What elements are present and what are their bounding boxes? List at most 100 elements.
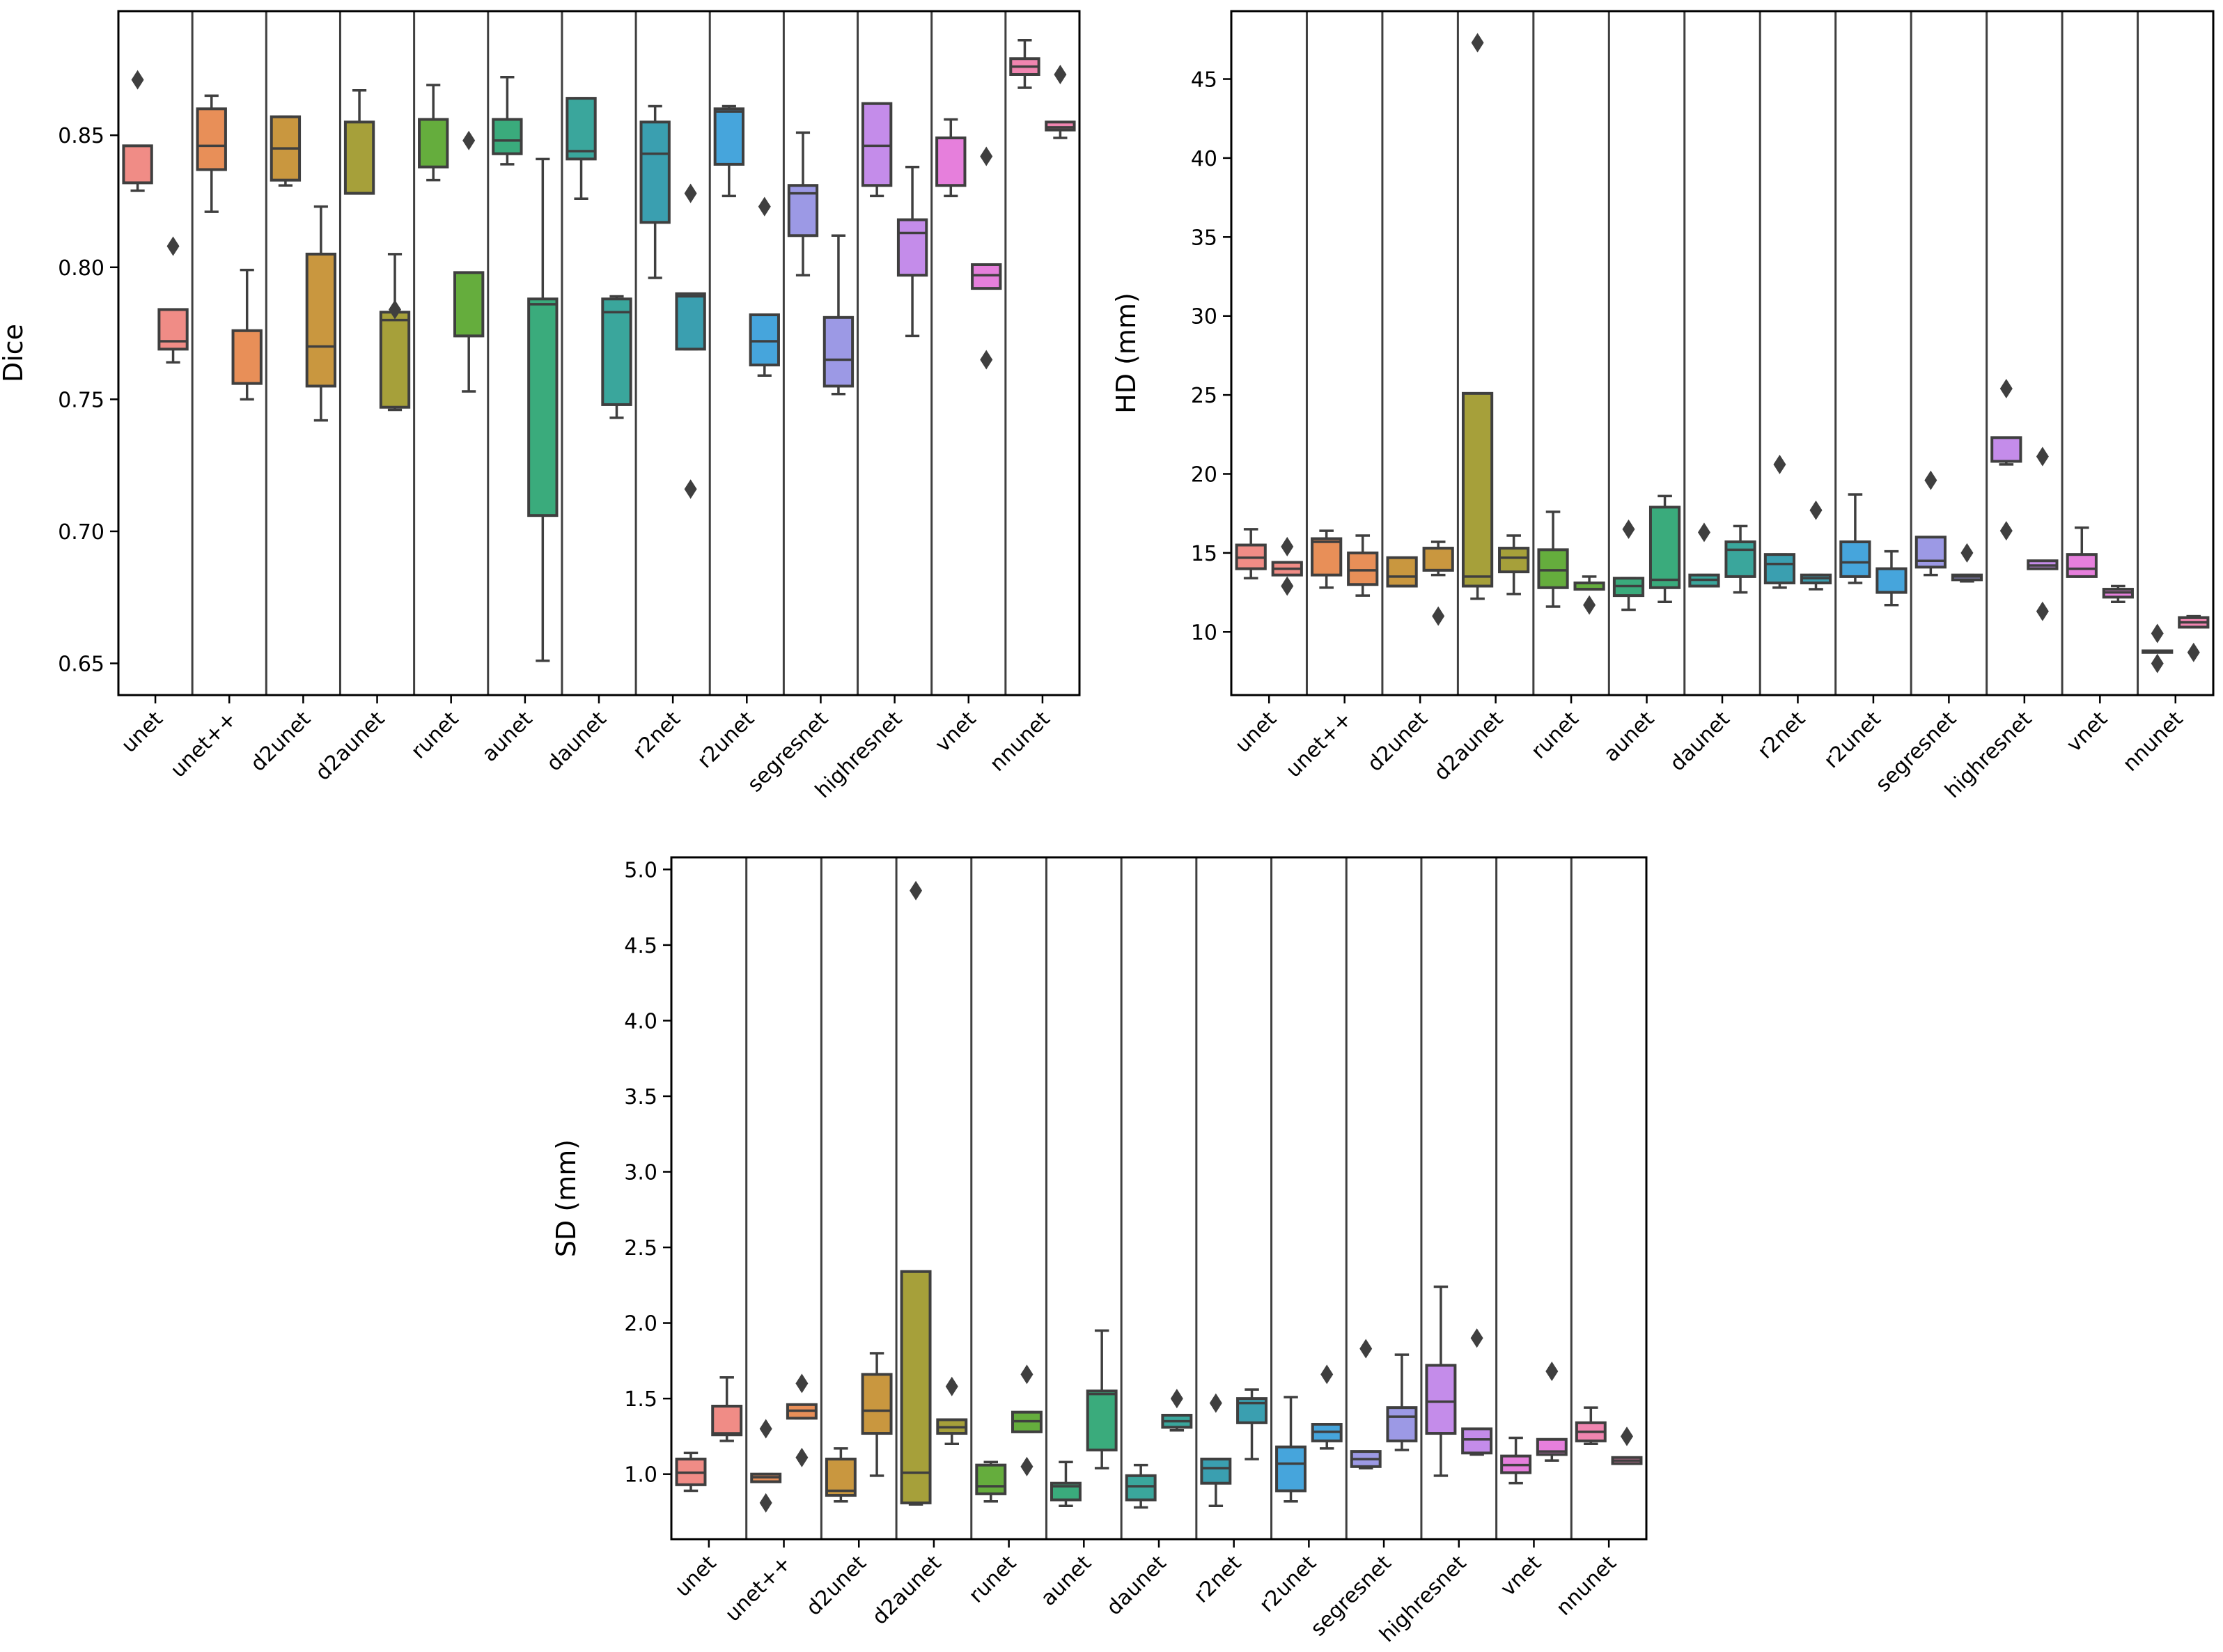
- box[interactable]: [713, 107, 744, 166]
- x-tick-label: d2unet: [246, 707, 315, 777]
- box[interactable]: [900, 1270, 932, 1504]
- x-tick-label: daunet: [1665, 707, 1735, 777]
- x-tick-label: runet: [1527, 707, 1584, 764]
- y-tick-label: 3.5: [624, 1085, 657, 1109]
- box[interactable]: [1461, 1427, 1493, 1455]
- outlier-marker: [980, 146, 993, 166]
- box[interactable]: [527, 297, 559, 517]
- box[interactable]: [1537, 548, 1569, 589]
- x-tick-label: unet++: [721, 1551, 797, 1627]
- box[interactable]: [861, 102, 893, 187]
- box[interactable]: [971, 263, 1002, 290]
- box[interactable]: [1990, 436, 2022, 463]
- x-tick-label: r2unet: [693, 707, 759, 773]
- box[interactable]: [896, 218, 928, 277]
- outlier-marker: [684, 183, 697, 203]
- box[interactable]: [822, 315, 855, 388]
- box[interactable]: [453, 271, 485, 338]
- box[interactable]: [639, 120, 671, 224]
- box[interactable]: [231, 329, 263, 385]
- box[interactable]: [1498, 547, 1530, 574]
- y-tick-label: 0.80: [58, 256, 104, 281]
- x-tick-label: nnunet: [1552, 1551, 1621, 1621]
- box[interactable]: [1875, 567, 1908, 594]
- box[interactable]: [196, 107, 227, 171]
- box[interactable]: [1425, 1364, 1457, 1435]
- outlier-marker: [910, 880, 923, 901]
- y-axis-title: HD (mm): [1111, 293, 1141, 414]
- box[interactable]: [1311, 537, 1343, 577]
- y-tick-label: 5.0: [624, 858, 657, 882]
- box[interactable]: [1763, 553, 1796, 584]
- outlier-marker: [1020, 1364, 1034, 1385]
- y-tick-label: 0.65: [58, 653, 104, 677]
- outlier-marker: [2151, 653, 2164, 673]
- y-tick-label: 40: [1191, 147, 1217, 171]
- y-tick-label: 2.0: [624, 1312, 657, 1337]
- box[interactable]: [1275, 1445, 1306, 1493]
- box[interactable]: [749, 313, 780, 367]
- outlier-marker: [795, 1447, 809, 1467]
- box[interactable]: [305, 252, 337, 388]
- outlier-marker: [945, 1376, 958, 1396]
- outlier-marker: [1281, 576, 1294, 596]
- box[interactable]: [675, 292, 706, 351]
- y-tick-label: 35: [1191, 226, 1217, 250]
- box[interactable]: [1839, 540, 1871, 578]
- box[interactable]: [343, 120, 375, 195]
- x-tick-label: aunet: [1036, 1551, 1096, 1611]
- x-tick-label: nnunet: [2119, 707, 2188, 777]
- outlier-marker: [980, 350, 993, 370]
- box[interactable]: [1914, 536, 1947, 569]
- outlier-marker: [759, 1419, 772, 1439]
- box[interactable]: [1648, 506, 1681, 589]
- box[interactable]: [825, 1457, 857, 1497]
- outlier-marker: [1583, 595, 1596, 615]
- box[interactable]: [1200, 1457, 1232, 1485]
- x-tick-label: unet: [117, 707, 168, 758]
- box[interactable]: [1125, 1474, 1157, 1502]
- outlier-marker: [1621, 1426, 1633, 1447]
- box[interactable]: [492, 118, 523, 155]
- x-tick-label: d2aunet: [868, 1551, 946, 1630]
- axes-frame: [117, 10, 1081, 696]
- box[interactable]: [2066, 553, 2098, 578]
- x-tick-label: unet++: [1281, 707, 1357, 783]
- y-axis-title: SD (mm): [551, 1139, 582, 1257]
- y-tick-label: 25: [1191, 384, 1217, 408]
- y-tick-label: 1.0: [624, 1463, 657, 1488]
- outlier-marker: [1359, 1339, 1373, 1359]
- box[interactable]: [1347, 551, 1379, 586]
- x-tick-label: unet++: [166, 707, 242, 783]
- x-tick-label: vnet: [930, 707, 981, 757]
- x-tick-label: d2unet: [1363, 707, 1433, 777]
- box[interactable]: [122, 144, 153, 185]
- box[interactable]: [861, 1373, 893, 1435]
- box[interactable]: [1724, 540, 1756, 578]
- y-tick-label: 0.70: [58, 520, 104, 545]
- outlier-marker: [1809, 500, 1823, 520]
- outlier-marker: [2036, 446, 2049, 467]
- box[interactable]: [1422, 547, 1454, 572]
- box[interactable]: [601, 297, 632, 406]
- outlier-marker: [1697, 522, 1710, 543]
- box[interactable]: [711, 1404, 743, 1437]
- box[interactable]: [1045, 120, 1076, 132]
- x-tick-label: d2aunet: [311, 707, 389, 786]
- y-tick-label: 0.75: [58, 388, 104, 412]
- box[interactable]: [418, 118, 449, 169]
- box[interactable]: [935, 136, 967, 187]
- box[interactable]: [379, 311, 411, 409]
- box[interactable]: [566, 97, 597, 161]
- box[interactable]: [1086, 1389, 1118, 1451]
- box[interactable]: [1461, 391, 1494, 588]
- outlier-marker: [1209, 1393, 1222, 1413]
- box[interactable]: [975, 1463, 1007, 1495]
- box[interactable]: [1386, 1406, 1418, 1442]
- box[interactable]: [157, 308, 189, 351]
- outlier-marker: [1545, 1362, 1559, 1382]
- outlier-marker: [1281, 536, 1294, 556]
- outlier-marker: [1432, 606, 1445, 626]
- box[interactable]: [1386, 556, 1418, 588]
- outlier-marker: [1999, 379, 2013, 399]
